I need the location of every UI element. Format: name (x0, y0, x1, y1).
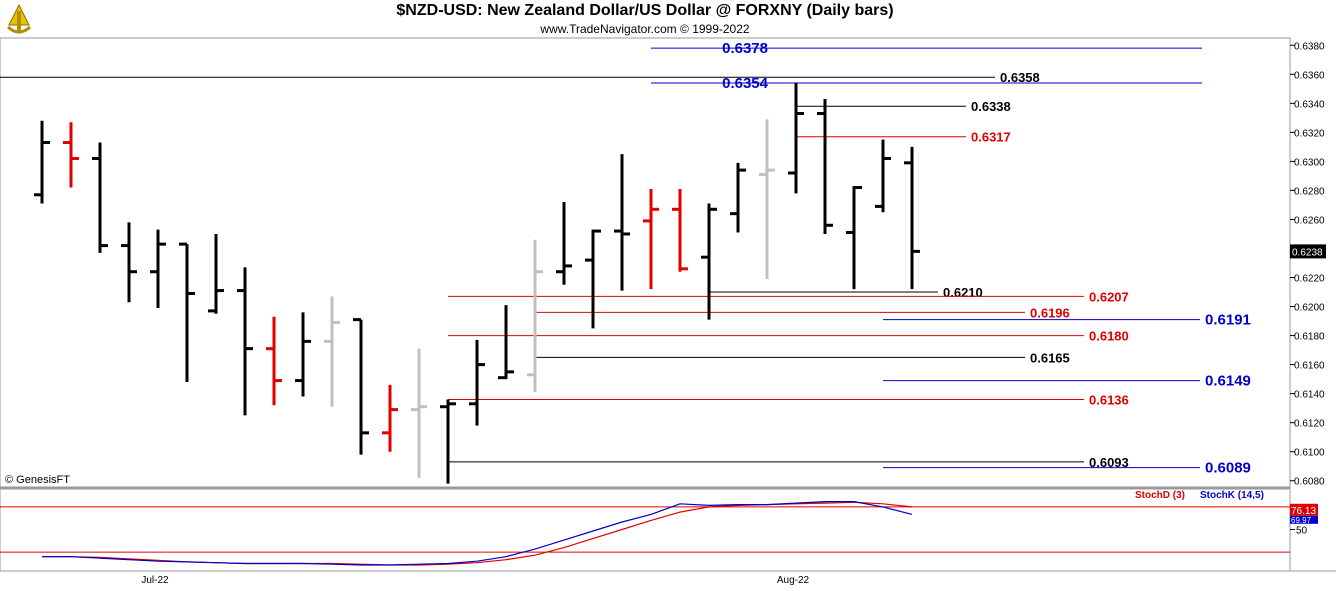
osc-y-tick-label: 50 (1296, 526, 1308, 537)
osc-legend-item: StochD (3) (1135, 490, 1185, 501)
y-tick-label: 0.6380 (1294, 41, 1325, 52)
price-bar (237, 267, 253, 416)
stochd-value-label: 76.13 (1291, 506, 1316, 517)
price-bar (788, 83, 804, 194)
y-tick-label: 0.6300 (1294, 157, 1325, 168)
y-tick-label: 0.6340 (1294, 99, 1325, 110)
chart-subtitle: www.TradeNavigator.com © 1999-2022 (540, 22, 750, 36)
y-tick-label: 0.6220 (1294, 274, 1325, 285)
y-tick-label: 0.6360 (1294, 70, 1325, 81)
osc-series-line (42, 501, 913, 566)
stochk-value-label: 69.97 (1291, 516, 1312, 525)
level-label: 0.6358 (1000, 70, 1040, 85)
x-tick-label: Jul-22 (141, 575, 169, 586)
level-label: 0.6354 (722, 75, 769, 92)
y-tick-label: 0.6260 (1294, 215, 1325, 226)
level-label: 0.6136 (1089, 392, 1129, 407)
osc-series-line (42, 501, 913, 566)
stochk-value-box (1290, 515, 1318, 524)
level-label: 0.6338 (971, 99, 1011, 114)
price-bar (846, 186, 862, 290)
osc-legend-item: StochK (14,5) (1200, 490, 1264, 501)
price-bar (614, 154, 630, 291)
price-bar (353, 318, 369, 455)
y-tick-label: 0.6200 (1294, 303, 1325, 314)
level-label: 0.6180 (1089, 329, 1129, 344)
price-bar (643, 188, 659, 290)
y-tick-label: 0.6100 (1294, 448, 1325, 459)
price-bar (150, 229, 166, 308)
price-bar (498, 305, 514, 380)
y-tick-label: 0.6280 (1294, 186, 1325, 197)
y-tick-label: 0.6140 (1294, 390, 1325, 401)
level-label: 0.6093 (1089, 455, 1129, 470)
y-tick-label: 0.6320 (1294, 128, 1325, 139)
price-bar (63, 122, 79, 188)
price-bar (730, 162, 746, 233)
price-bar (121, 222, 137, 303)
price-bar (295, 312, 311, 397)
price-bar (34, 120, 50, 204)
price-bar (817, 98, 833, 234)
level-label: 0.6378 (722, 40, 768, 57)
price-bar (324, 296, 340, 407)
level-label: 0.6196 (1030, 305, 1070, 320)
y-tick-label: 0.6160 (1294, 361, 1325, 372)
price-bar (585, 229, 601, 329)
price-bar (266, 316, 282, 406)
price-bar (382, 384, 398, 452)
price-bar (208, 233, 224, 314)
plot-frame (0, 37, 1291, 572)
chart-title: $NZD-USD: New Zealand Dollar/US Dollar @… (396, 2, 894, 19)
level-label: 0.6317 (971, 130, 1011, 145)
price-bar (875, 139, 891, 213)
price-bar (759, 119, 775, 279)
price-bar (527, 239, 543, 393)
y-tick-label: 0.6120 (1294, 419, 1325, 430)
price-bar (904, 146, 920, 290)
tradenavigator-logo-icon (4, 3, 34, 35)
last-price-box (1290, 244, 1326, 259)
price-bar (469, 339, 485, 426)
level-label: 0.6089 (1205, 460, 1251, 477)
y-tick-label: 0.6080 (1294, 477, 1325, 488)
level-label: 0.6165 (1030, 350, 1070, 365)
price-bar (411, 348, 427, 478)
price-bar (179, 242, 195, 383)
copyright-note: © GenesisFT (5, 474, 70, 486)
level-label: 0.6191 (1205, 312, 1251, 329)
level-label: 0.6207 (1089, 289, 1129, 304)
price-bar (556, 202, 572, 285)
x-tick-label: Aug-22 (777, 575, 810, 586)
price-bar (672, 188, 688, 272)
price-bar (701, 203, 717, 320)
price-bar (92, 142, 108, 253)
level-label: 0.6210 (943, 285, 983, 300)
last-price-label: 0.6238 (1292, 247, 1323, 258)
level-label: 0.6149 (1205, 373, 1251, 390)
stochd-value-box (1290, 503, 1318, 516)
price-bar (440, 399, 456, 484)
y-tick-label: 0.6180 (1294, 332, 1325, 343)
